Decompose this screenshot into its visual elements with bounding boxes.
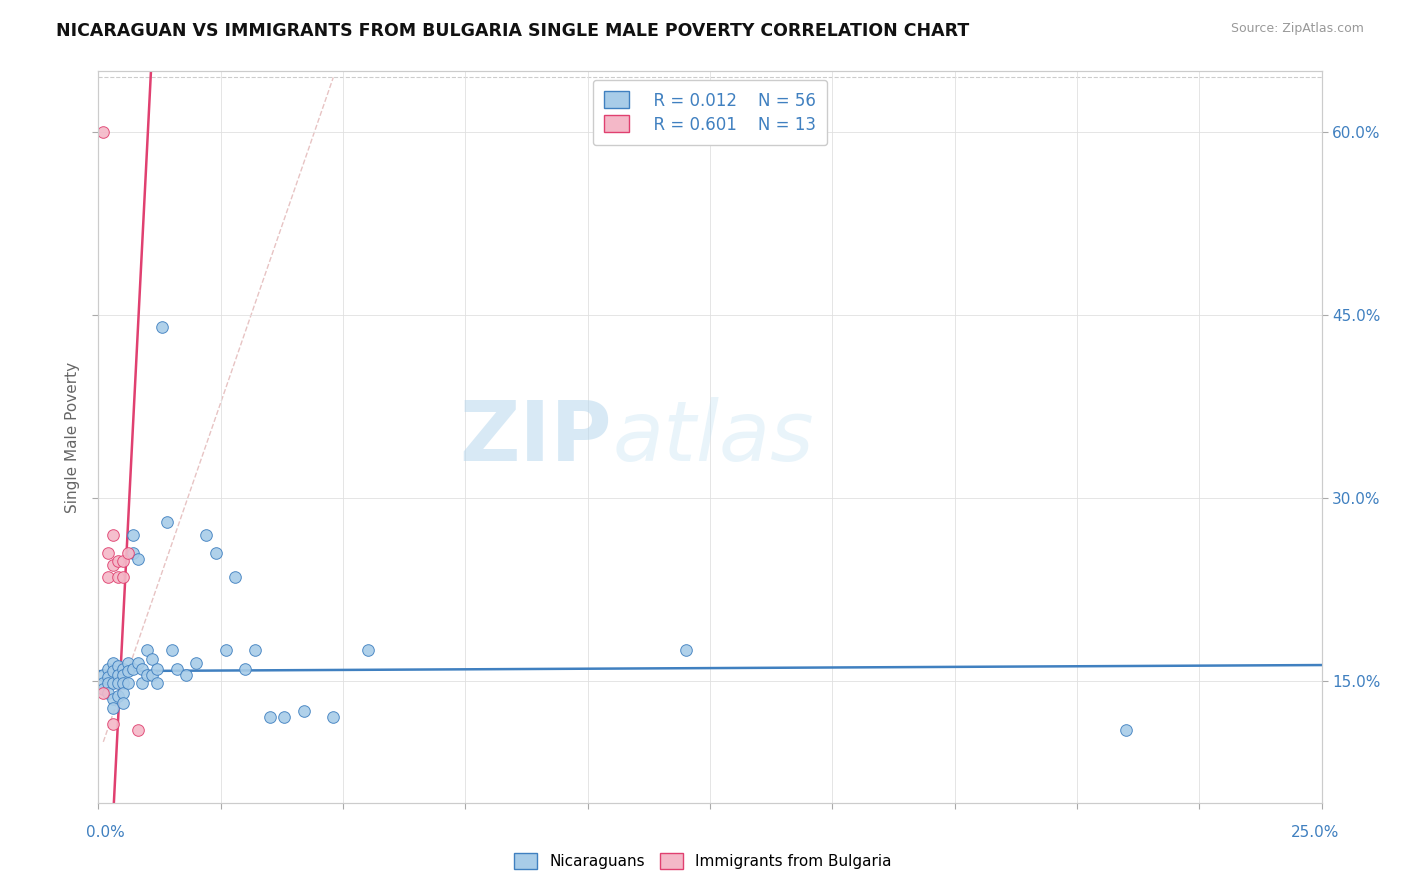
- Point: [131, 676, 153, 690]
- Point: [136, 643, 159, 657]
- Point: [101, 664, 124, 678]
- Point: [292, 705, 315, 719]
- Point: [97, 546, 120, 560]
- Point: [107, 667, 129, 681]
- Point: [127, 552, 149, 566]
- Point: [166, 662, 188, 676]
- Point: [97, 676, 120, 690]
- Point: [91, 682, 114, 697]
- Text: 0.0%: 0.0%: [86, 825, 125, 839]
- Point: [131, 662, 153, 676]
- Point: [259, 710, 281, 724]
- Point: [233, 662, 256, 676]
- Point: [117, 676, 139, 690]
- Point: [91, 667, 114, 681]
- Point: [160, 643, 183, 657]
- Point: [91, 676, 114, 690]
- Point: [111, 662, 134, 676]
- Point: [101, 527, 124, 541]
- Point: [91, 686, 114, 700]
- Point: [146, 662, 169, 676]
- Point: [107, 554, 129, 568]
- Point: [141, 667, 163, 681]
- Point: [107, 676, 129, 690]
- Text: Source: ZipAtlas.com: Source: ZipAtlas.com: [1230, 22, 1364, 36]
- Point: [214, 643, 236, 657]
- Point: [176, 667, 198, 681]
- Point: [101, 692, 124, 706]
- Point: [195, 527, 218, 541]
- Point: [675, 643, 697, 657]
- Point: [107, 570, 129, 584]
- Legend:   R = 0.012    N = 56,   R = 0.601    N = 13: R = 0.012 N = 56, R = 0.601 N = 13: [593, 79, 827, 145]
- Point: [107, 659, 129, 673]
- Point: [117, 656, 139, 670]
- Point: [111, 570, 134, 584]
- Point: [224, 570, 246, 584]
- Text: ZIP: ZIP: [460, 397, 612, 477]
- Text: NICARAGUAN VS IMMIGRANTS FROM BULGARIA SINGLE MALE POVERTY CORRELATION CHART: NICARAGUAN VS IMMIGRANTS FROM BULGARIA S…: [56, 22, 970, 40]
- Point: [127, 656, 149, 670]
- Point: [101, 700, 124, 714]
- Point: [146, 676, 169, 690]
- Point: [111, 686, 134, 700]
- Point: [91, 125, 114, 139]
- Point: [121, 527, 143, 541]
- Point: [356, 643, 378, 657]
- Y-axis label: Single Male Poverty: Single Male Poverty: [65, 361, 80, 513]
- Point: [117, 546, 139, 560]
- Point: [186, 656, 208, 670]
- Point: [101, 558, 124, 573]
- Text: atlas: atlas: [612, 397, 814, 477]
- Point: [111, 696, 134, 710]
- Legend: Nicaraguans, Immigrants from Bulgaria: Nicaraguans, Immigrants from Bulgaria: [508, 847, 898, 875]
- Point: [156, 516, 179, 530]
- Point: [141, 652, 163, 666]
- Point: [97, 570, 120, 584]
- Text: 25.0%: 25.0%: [1291, 825, 1339, 839]
- Point: [111, 667, 134, 681]
- Point: [111, 676, 134, 690]
- Point: [97, 686, 120, 700]
- Point: [273, 710, 295, 724]
- Point: [107, 689, 129, 703]
- Point: [150, 320, 173, 334]
- Point: [121, 662, 143, 676]
- Point: [117, 664, 139, 678]
- Point: [111, 554, 134, 568]
- Point: [121, 546, 143, 560]
- Point: [101, 716, 124, 731]
- Point: [101, 656, 124, 670]
- Point: [136, 667, 159, 681]
- Point: [322, 710, 344, 724]
- Point: [101, 676, 124, 690]
- Point: [127, 723, 149, 737]
- Point: [205, 546, 228, 560]
- Point: [97, 670, 120, 684]
- Point: [243, 643, 266, 657]
- Point: [1115, 723, 1137, 737]
- Point: [97, 662, 120, 676]
